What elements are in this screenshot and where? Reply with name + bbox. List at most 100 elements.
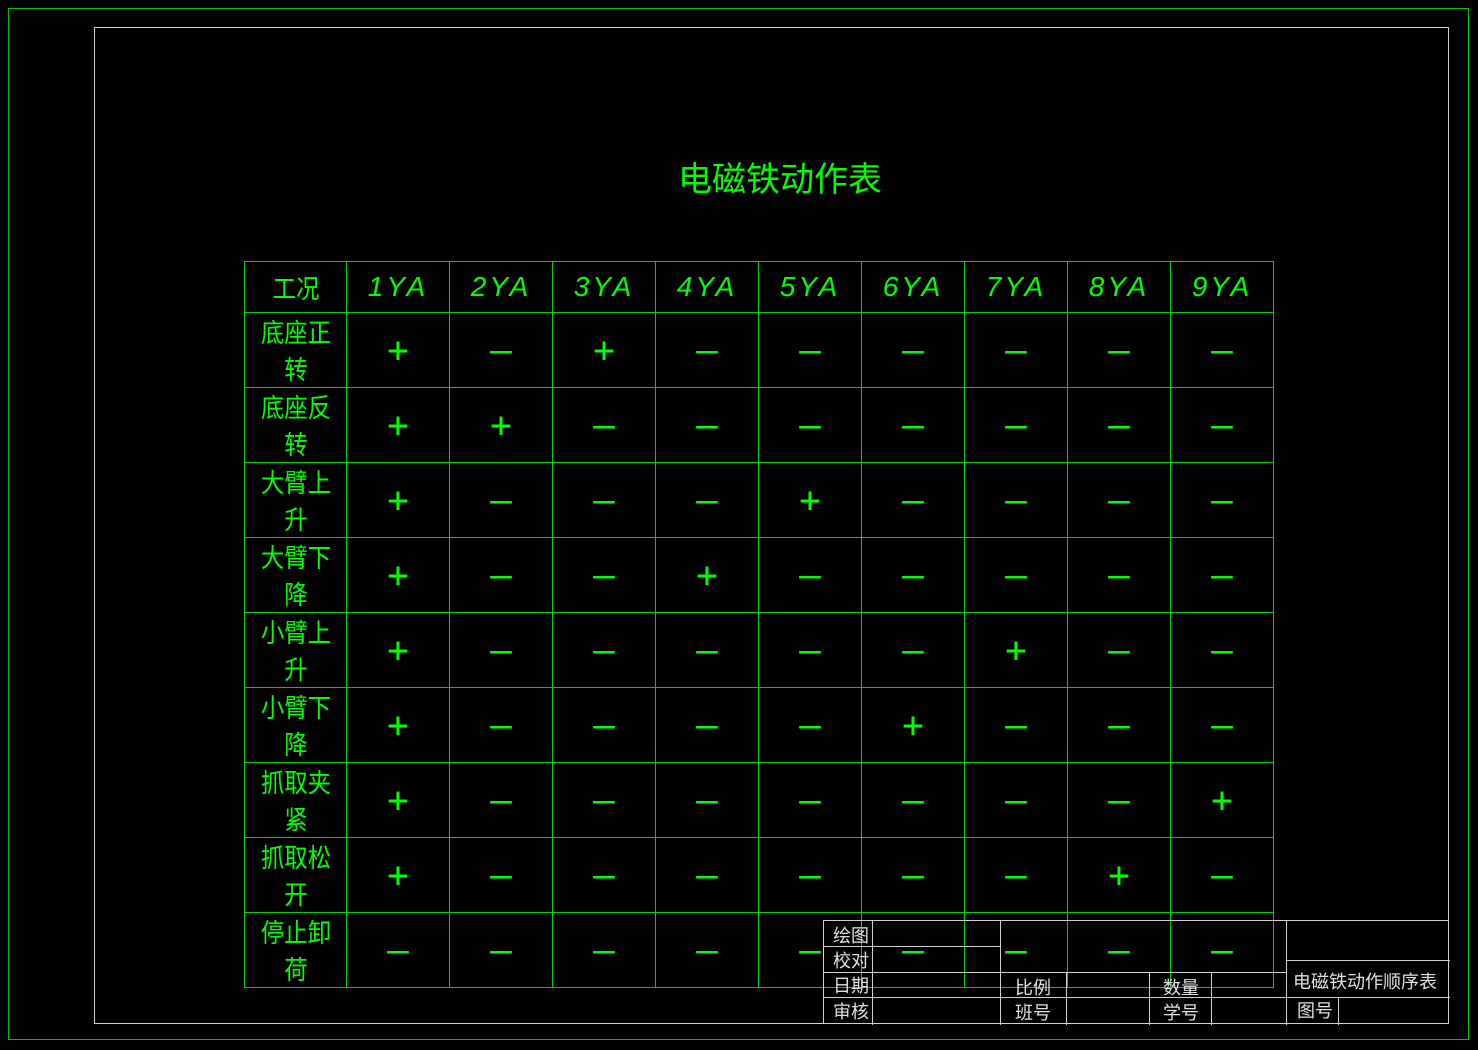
state-cell: — (449, 762, 553, 838)
state-cell: — (1067, 912, 1171, 988)
scale-label: 比例 (1015, 978, 1051, 999)
state-cell: + (964, 612, 1068, 688)
state-cell: — (655, 462, 759, 538)
reviewed-label: 审核 (833, 1002, 869, 1023)
state-cell: — (655, 387, 759, 463)
state-cell: + (346, 612, 450, 688)
state-cell: — (964, 912, 1068, 988)
date-label: 日期 (833, 976, 869, 997)
condition-label: 抓取夹紧 (249, 762, 342, 838)
state-cell: — (1170, 537, 1274, 613)
table-row: 小臂下降 + — — — — + — — — (245, 687, 1274, 763)
state-cell: + (346, 312, 450, 388)
condition-label: 底座反转 (249, 387, 342, 463)
state-cell: — (758, 912, 862, 988)
state-cell: — (552, 837, 656, 913)
state-cell: — (1170, 312, 1274, 388)
state-cell: — (861, 762, 965, 838)
quantity-label: 数量 (1163, 978, 1199, 999)
state-cell: — (552, 387, 656, 463)
state-cell: + (346, 762, 450, 838)
state-cell: — (1067, 462, 1171, 538)
solenoid-header: 3YA (552, 261, 656, 313)
state-cell: + (1170, 762, 1274, 838)
table-row: 大臂上升 + — — — + — — — — (245, 462, 1274, 538)
state-cell: — (964, 537, 1068, 613)
state-cell: — (861, 912, 965, 988)
state-cell: — (1170, 837, 1274, 913)
state-cell: — (1170, 462, 1274, 538)
state-cell: + (552, 312, 656, 388)
solenoid-header: 9YA (1170, 261, 1274, 313)
state-cell: — (964, 687, 1068, 763)
class-no-label: 班号 (1015, 1003, 1051, 1024)
state-cell: — (655, 612, 759, 688)
state-cell: — (861, 537, 965, 613)
state-cell: — (655, 687, 759, 763)
state-cell: + (655, 537, 759, 613)
title-block: 绘图 校对 日期 审核 比例 班号 数量 学号 电磁铁动作顺序表 图号 (823, 920, 1450, 1025)
state-cell: — (552, 762, 656, 838)
condition-label: 小臂下降 (249, 687, 342, 763)
header-row: 工况 1YA 2YA 3YA 4YA 5YA 6YA 7YA 8YA 9YA (245, 261, 1274, 313)
state-cell: — (964, 462, 1068, 538)
solenoid-header: 2YA (449, 261, 553, 313)
state-cell: — (861, 312, 965, 388)
state-cell: — (758, 387, 862, 463)
state-cell: — (758, 312, 862, 388)
table-row: 大臂下降 + — — + — — — — — (245, 537, 1274, 613)
condition-label: 大臂上升 (249, 462, 342, 538)
condition-label: 大臂下降 (249, 537, 342, 613)
state-cell: — (449, 462, 553, 538)
drawing-title: 电磁铁动作表 (678, 160, 882, 200)
state-cell: — (964, 387, 1068, 463)
state-cell: — (552, 912, 656, 988)
drawing-name: 电磁铁动作顺序表 (1293, 972, 1437, 993)
condition-label: 抓取松开 (249, 837, 342, 913)
state-cell: — (655, 762, 759, 838)
state-cell: — (552, 462, 656, 538)
student-no-label: 学号 (1163, 1003, 1199, 1024)
state-cell: — (655, 912, 759, 988)
state-cell: — (758, 762, 862, 838)
table-row: 底座反转 + + — — — — — — — (245, 387, 1274, 463)
state-cell: — (861, 387, 965, 463)
state-cell: — (1170, 612, 1274, 688)
drawing-no-label: 图号 (1297, 1001, 1333, 1022)
condition-header: 工况 (249, 261, 342, 313)
table-row: 底座正转 + — + — — — — — — (245, 312, 1274, 388)
state-cell: — (1170, 687, 1274, 763)
state-cell: — (1067, 312, 1171, 388)
condition-label: 小臂上升 (249, 612, 342, 688)
solenoid-header: 6YA (861, 261, 965, 313)
state-cell: — (449, 912, 553, 988)
state-cell: — (449, 687, 553, 763)
state-cell: — (1067, 612, 1171, 688)
state-cell: — (861, 612, 965, 688)
state-cell: — (1067, 687, 1171, 763)
condition-label: 底座正转 (249, 312, 342, 388)
state-cell: + (449, 387, 553, 463)
state-cell: — (552, 687, 656, 763)
state-cell: + (346, 387, 450, 463)
state-cell: — (449, 612, 553, 688)
state-cell: — (758, 837, 862, 913)
solenoid-header: 5YA (758, 261, 862, 313)
state-cell: + (1067, 837, 1171, 913)
state-cell: — (1170, 912, 1274, 988)
condition-label: 停止卸荷 (249, 912, 342, 988)
state-cell: — (346, 912, 450, 988)
state-cell: — (655, 837, 759, 913)
state-cell: — (1067, 537, 1171, 613)
state-cell: — (449, 537, 553, 613)
solenoid-header: 8YA (1067, 261, 1171, 313)
checked-label: 校对 (833, 951, 869, 972)
table-row: 小臂上升 + — — — — — + — — (245, 612, 1274, 688)
solenoid-header: 4YA (655, 261, 759, 313)
state-cell: + (346, 837, 450, 913)
state-cell: — (552, 612, 656, 688)
state-cell: + (346, 537, 450, 613)
outer-frame (8, 8, 1469, 1040)
state-cell: — (758, 612, 862, 688)
state-cell: — (964, 762, 1068, 838)
